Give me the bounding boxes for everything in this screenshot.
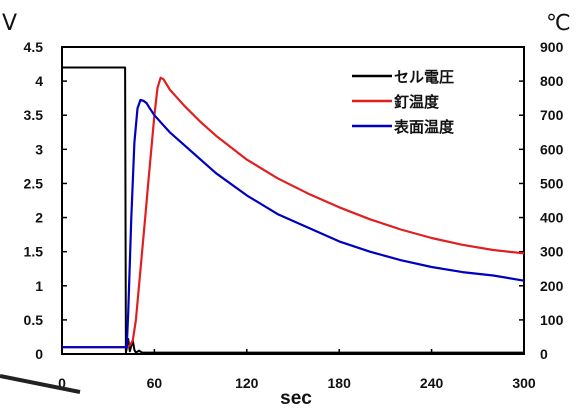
series-line-1 <box>62 76 525 349</box>
x-tick-label: 180 <box>328 375 352 391</box>
right-axis-ticks: 0 100 200 300 400 500 600 700 800 900 <box>519 39 564 362</box>
x-axis-ticks: 0 60 120 180 240 300 <box>58 349 536 391</box>
right-tick-label: 200 <box>540 278 564 294</box>
right-tick-label: 400 <box>540 210 564 226</box>
right-tick-label: 0 <box>540 346 548 362</box>
decorative-stroke <box>0 374 81 394</box>
right-tick-label: 600 <box>540 141 564 157</box>
x-tick-label: 300 <box>512 375 536 391</box>
right-tick-label: 700 <box>540 107 564 123</box>
x-tick-label: 0 <box>58 375 66 391</box>
right-tick-label: 900 <box>540 39 564 55</box>
left-tick-label: 4.5 <box>24 39 44 55</box>
x-tick-label: 240 <box>420 375 444 391</box>
left-tick-label: 1.5 <box>24 244 44 260</box>
legend-label-2: 表面温度 <box>394 118 455 136</box>
x-tick-label: 120 <box>235 375 259 391</box>
x-axis-unit: sec <box>280 388 312 409</box>
left-axis-unit: V <box>2 11 17 36</box>
left-tick-label: 3.5 <box>24 107 44 123</box>
x-tick-label: 60 <box>147 375 163 391</box>
left-tick-label: 2 <box>35 210 43 226</box>
legend-label-1: 釘温度 <box>394 93 440 111</box>
left-tick-label: 0 <box>35 346 43 362</box>
right-tick-label: 500 <box>540 175 564 191</box>
right-tick-label: 300 <box>540 244 564 260</box>
series-lines <box>62 66 525 354</box>
left-axis-ticks: 0 0.5 1 1.5 2 2.5 3 3.5 4 4.5 <box>24 39 67 362</box>
left-tick-label: 3 <box>35 141 43 157</box>
left-tick-label: 0.5 <box>24 312 44 328</box>
plot-area-frame <box>61 46 525 355</box>
left-tick-label: 2.5 <box>24 175 44 191</box>
left-tick-label: 4 <box>35 73 43 89</box>
right-tick-label: 800 <box>540 73 564 89</box>
left-tick-label: 1 <box>35 278 43 294</box>
right-axis-unit: ℃ <box>546 11 571 36</box>
legend-label-0: セル電圧 <box>394 68 454 86</box>
series-line-2 <box>62 98 525 349</box>
series-line-0 <box>62 66 524 354</box>
right-tick-label: 100 <box>540 312 564 328</box>
